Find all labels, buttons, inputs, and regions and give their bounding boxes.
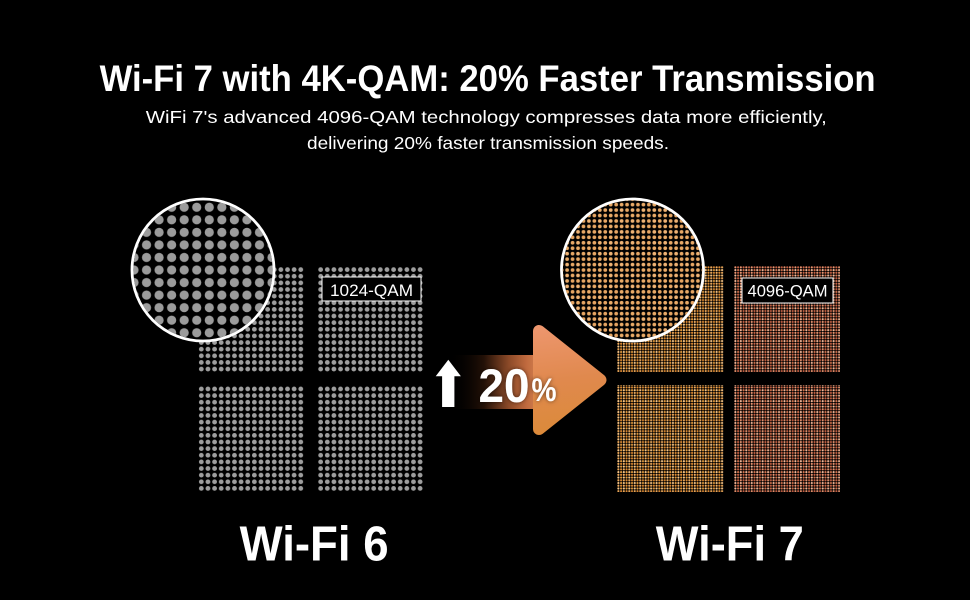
- svg-text:1024-QAM: 1024-QAM: [330, 281, 413, 300]
- svg-text:Wi-Fi 6: Wi-Fi 6: [240, 517, 389, 571]
- svg-text:20: 20: [479, 359, 530, 412]
- svg-text:4096-QAM: 4096-QAM: [748, 282, 828, 301]
- svg-text:Wi-Fi 7: Wi-Fi 7: [656, 517, 804, 571]
- svg-text:%: %: [532, 372, 557, 408]
- svg-text:delivering 20% faster transmis: delivering 20% faster transmission speed…: [307, 133, 669, 153]
- svg-text:WiFi 7's advanced 4096-QAM tec: WiFi 7's advanced 4096-QAM technology co…: [146, 107, 827, 127]
- svg-text:Wi-Fi 7 with 4K-QAM: 20% Faste: Wi-Fi 7 with 4K-QAM: 20% Faster Transmis…: [100, 57, 876, 99]
